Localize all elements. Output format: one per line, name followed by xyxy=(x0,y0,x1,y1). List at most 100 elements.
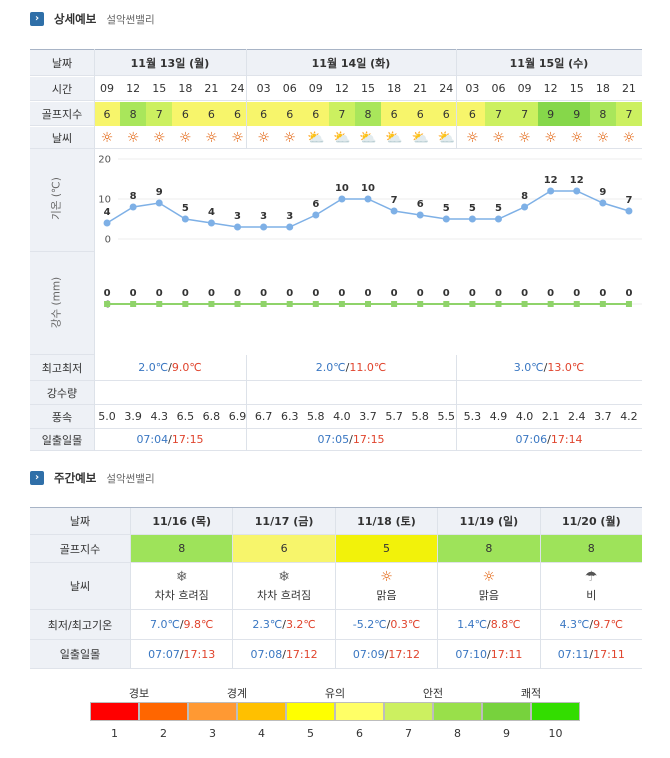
data-label: 0 xyxy=(208,288,215,299)
data-point xyxy=(312,301,319,307)
legend-number: 9 xyxy=(503,727,510,740)
data-label: 0 xyxy=(599,288,606,299)
weather-cell: ☼ xyxy=(537,127,564,149)
data-label: 12 xyxy=(570,175,584,186)
wind-cell: 5.3 xyxy=(459,405,486,429)
weather-cell: ⛅ xyxy=(433,127,460,149)
golf-index-cell: 7 xyxy=(328,102,355,126)
wind-cell: 6.5 xyxy=(172,405,199,429)
sun-icon: ☼ xyxy=(257,129,270,146)
weekly-golf-label: 골프지수 xyxy=(30,535,130,563)
sun-icon: ☼ xyxy=(231,129,244,146)
weather-cell: ☼ xyxy=(485,127,512,149)
weekly-golf-cell: 8 xyxy=(539,535,642,563)
section-place: 설악썬밸리 xyxy=(106,13,155,26)
hour-cell: 24 xyxy=(433,77,460,101)
day-header: 11월 14일 (화) xyxy=(246,50,456,76)
weather-cell: ☼ xyxy=(198,127,225,149)
weekly-temp-cell: 4.3℃/9.7℃ xyxy=(539,610,642,640)
data-label: 6 xyxy=(417,199,424,210)
weekly-temp-cell: -5.2℃/0.3℃ xyxy=(334,610,438,640)
wind-cell: 2.1 xyxy=(537,405,564,429)
sun-icon: ☼ xyxy=(492,129,505,146)
weekly-temp-cell: 7.0℃/9.8℃ xyxy=(130,610,233,640)
golf-index-cell: 7 xyxy=(615,102,642,126)
data-label: 0 xyxy=(443,288,450,299)
rainfall-chart: 0000000000000000000000 xyxy=(104,288,642,311)
sun-icon: ☼ xyxy=(466,129,479,146)
weather-cell: ⛅ xyxy=(302,127,329,149)
weekly-sun-cell: 07:09/17:12 xyxy=(334,640,438,669)
weekly-sun-cell: 07:07/17:13 xyxy=(130,640,233,669)
min-temp: 1.4℃ xyxy=(457,618,488,631)
partly-cloudy-icon: ⛅ xyxy=(333,129,351,146)
y-tick-label: 10 xyxy=(98,195,111,206)
sun-icon: ☼ xyxy=(380,568,393,585)
rain-axis-label: 강수 (mm) xyxy=(50,276,63,329)
weekly-date-cell: 11/16 (목) xyxy=(130,508,233,535)
legend-number: 2 xyxy=(160,727,167,740)
weekly-temp-cell: 1.4℃/8.8℃ xyxy=(437,610,540,640)
rainfall-row xyxy=(94,381,642,405)
weather-cell: ☼ xyxy=(146,127,173,149)
weekly-sun-cell: 07:10/17:11 xyxy=(437,640,540,669)
data-label: 3 xyxy=(286,211,293,222)
weather-cell: ☼ xyxy=(589,127,616,149)
day-header: 11월 15일 (수) xyxy=(456,50,642,76)
sun-icon: ☼ xyxy=(179,129,192,146)
data-point xyxy=(234,301,241,307)
weekly-weather-cell: ☼ 맑음 xyxy=(334,563,438,610)
data-label: 0 xyxy=(130,288,137,299)
temp-chart-label xyxy=(30,149,94,252)
hour-cell: 24 xyxy=(224,77,251,101)
legend-category: 경계 xyxy=(226,687,248,700)
temperature-chart: 0 10 20 4 8 9 5 4 3 3 3 6 10 10 7 6 5 5 5 8 12 12 9 7 xyxy=(98,155,642,246)
data-label: 0 xyxy=(365,288,372,299)
data-point xyxy=(625,207,633,215)
max-temp: 0.3℃ xyxy=(390,618,421,631)
data-label: 5 xyxy=(495,203,502,214)
weather-description: 비 xyxy=(586,588,597,602)
data-label: 8 xyxy=(130,191,137,202)
weekly-date-cell: 11/19 (일) xyxy=(437,508,540,535)
weekly-golf-cell: 5 xyxy=(334,535,438,563)
golf-index-cell: 6 xyxy=(94,102,121,126)
wind-cell: 5.7 xyxy=(381,405,408,429)
data-label: 4 xyxy=(104,207,111,218)
data-point xyxy=(286,301,293,307)
golf-index-cell: 6 xyxy=(276,102,303,126)
separator: / xyxy=(179,647,184,661)
weather-cell: ☼ xyxy=(511,127,538,149)
weather-cell: ⛅ xyxy=(407,127,434,149)
separator: / xyxy=(589,618,594,631)
partly-cloudy-icon: ⛅ xyxy=(359,129,377,146)
minmax-label: 최고최저 xyxy=(30,355,94,381)
wind-label: 풍속 xyxy=(30,405,94,429)
chevron-right-icon: › xyxy=(30,12,44,26)
data-label: 0 xyxy=(234,288,241,299)
sun-icon: ☼ xyxy=(570,129,584,146)
rain-snow-icon: ❄ xyxy=(175,568,188,585)
weather-description: 차차 흐려짐 xyxy=(154,588,209,602)
golf-index-cell: 7 xyxy=(146,102,173,126)
sunrise-time: 07:08 xyxy=(250,647,283,661)
sunset-time: 17:12 xyxy=(285,647,318,661)
data-point xyxy=(443,301,450,307)
data-point xyxy=(521,301,528,307)
data-point xyxy=(468,215,476,223)
data-label: 8 xyxy=(521,191,528,202)
weekly-golf-cell: 6 xyxy=(232,535,335,563)
day-header: 11월 13일 (월) xyxy=(94,50,246,76)
weekly-weather-label: 날씨 xyxy=(30,563,130,610)
data-label: 5 xyxy=(469,203,476,214)
hour-cell: 03 xyxy=(459,77,486,101)
weather-description: 맑음 xyxy=(478,588,499,602)
data-point xyxy=(130,301,137,307)
golf-index-cell: 9 xyxy=(563,102,590,126)
section-title: 상세예보 xyxy=(54,12,97,26)
data-point xyxy=(599,199,607,207)
minmax-cell: 2.0℃/9.0℃ xyxy=(94,355,246,381)
data-label: 0 xyxy=(417,288,424,299)
weather-label: 날씨 xyxy=(30,127,94,149)
wind-cell: 4.9 xyxy=(485,405,512,429)
